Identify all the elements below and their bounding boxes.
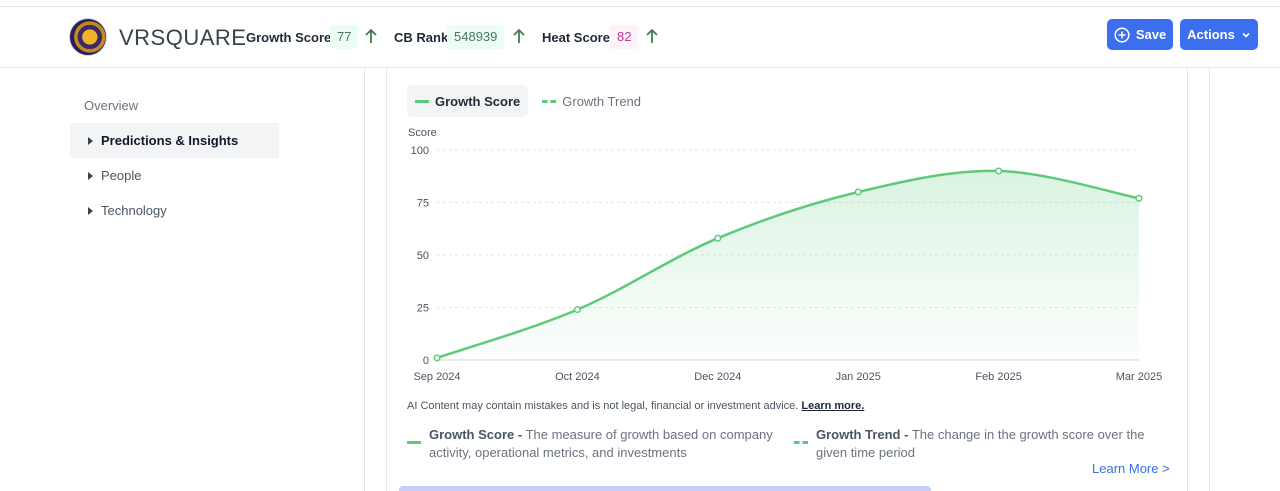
y-tick-label: 25 xyxy=(417,303,429,315)
y-tick-label: 100 xyxy=(411,145,429,157)
growth-score-chart: Score 0 25 50 75 100 Sep 2024 Oct 2024 Dec 202… xyxy=(408,127,1162,383)
plus-circle-icon xyxy=(1114,26,1130,43)
definition-growth-score: Growth Score - The measure of growth bas… xyxy=(407,426,777,462)
definition-growth-trend: Growth Trend - The change in the growth … xyxy=(794,426,1164,462)
caret-right-icon xyxy=(88,136,93,145)
disclaimer-text: AI Content may contain mistakes and is n… xyxy=(407,400,799,412)
definition-desc: The measure of growth based on company a… xyxy=(429,427,773,460)
y-tick-label: 0 xyxy=(423,355,429,367)
growth-score-label: Growth Score xyxy=(246,30,332,45)
arrow-up-icon xyxy=(513,28,525,43)
x-tick-label: Sep 2024 xyxy=(413,371,460,383)
chevron-down-icon xyxy=(1242,32,1250,38)
definition-term: Growth Score - xyxy=(429,427,523,442)
legend-line-swatch xyxy=(415,99,429,103)
sidebar-item-technology[interactable]: Technology xyxy=(70,193,279,228)
actions-button[interactable]: Actions xyxy=(1180,19,1258,50)
save-button[interactable]: Save xyxy=(1107,19,1173,50)
sidebar-item-label: Overview xyxy=(84,98,139,113)
divider xyxy=(364,68,365,491)
data-point[interactable] xyxy=(1135,194,1143,202)
sidebar-item-label: Technology xyxy=(101,203,167,218)
growth-score-value: 77 xyxy=(330,25,359,49)
data-point[interactable] xyxy=(995,167,1003,175)
dash-swatch xyxy=(794,441,808,444)
x-tick-label: Feb 2025 xyxy=(975,371,1021,383)
growth-chart-card: Growth Score Growth Trend Score 0 25 50 75 1… xyxy=(386,68,1188,491)
heat-score-label: Heat Score xyxy=(542,30,610,45)
learn-more-link[interactable]: Learn More > xyxy=(1092,461,1170,476)
sidebar-item-overview[interactable]: Overview xyxy=(70,88,279,123)
sidebar-item-predictions-insights[interactable]: Predictions & Insights xyxy=(70,123,279,158)
sidebar-item-label: Predictions & Insights xyxy=(101,133,239,148)
x-tick-label: Mar 2025 xyxy=(1116,371,1162,383)
next-card-edge xyxy=(399,486,931,491)
legend-dash-swatch xyxy=(542,99,557,103)
data-point[interactable] xyxy=(573,306,581,314)
legend-growth-score[interactable]: Growth Score xyxy=(407,85,529,117)
definition-term: Growth Trend - xyxy=(816,427,909,442)
sidebar-item-people[interactable]: People xyxy=(70,158,279,193)
arrow-up-icon xyxy=(365,28,377,43)
cb-rank-value: 548939 xyxy=(447,25,505,49)
heat-score-value: 82 xyxy=(610,25,639,49)
y-axis-label: Score xyxy=(408,127,437,139)
data-point[interactable] xyxy=(433,354,441,362)
caret-right-icon xyxy=(88,171,93,180)
definition-desc: The change in the growth score over the … xyxy=(816,427,1145,460)
ai-disclaimer: AI Content may contain mistakes and is n… xyxy=(407,400,864,412)
legend-growth-trend[interactable]: Growth Trend xyxy=(534,85,649,117)
top-bar: VRSQUARE Growth Score 77 CB Rank 548939 … xyxy=(0,6,1280,68)
y-tick-label: 75 xyxy=(417,198,429,210)
arrow-up-icon xyxy=(646,28,658,43)
legend-label: Growth Trend xyxy=(562,93,642,109)
cb-rank-label: CB Rank xyxy=(394,30,449,45)
actions-label: Actions xyxy=(1187,27,1235,42)
x-tick-label: Oct 2024 xyxy=(555,371,600,383)
series-line xyxy=(436,169,1140,360)
x-tick-label: Dec 2024 xyxy=(694,371,741,383)
company-name: VRSQUARE xyxy=(119,25,247,50)
caret-right-icon xyxy=(88,206,93,215)
save-label: Save xyxy=(1135,27,1167,42)
y-tick-label: 50 xyxy=(417,250,429,262)
series-area xyxy=(437,170,1139,360)
sidebar-item-label: People xyxy=(101,168,142,183)
x-tick-label: Jan 2025 xyxy=(836,371,881,383)
company-logo xyxy=(69,18,107,56)
data-point[interactable] xyxy=(714,234,722,242)
legend-label: Growth Score xyxy=(435,93,521,109)
line-swatch xyxy=(407,441,421,444)
learn-more-link[interactable]: Learn more. xyxy=(801,400,865,412)
data-point[interactable] xyxy=(854,188,862,196)
divider xyxy=(1209,68,1210,491)
chart-legend: Growth Score Growth Trend xyxy=(407,85,649,117)
sidebar-nav: Overview Predictions & Insights People T… xyxy=(70,88,279,228)
